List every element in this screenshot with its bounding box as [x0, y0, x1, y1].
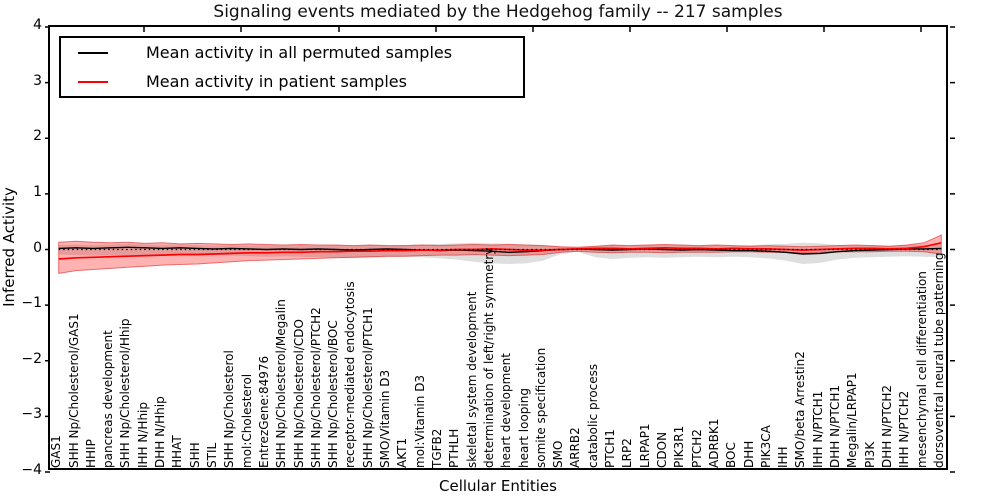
x-category-label: LRP2 [620, 438, 635, 468]
y-tick-label: −1 [21, 295, 42, 312]
x-category-label: SMO/Vitamin D3 [378, 369, 392, 468]
x-category-label: mesenchymal cell differentiation [914, 271, 929, 468]
legend-line-black-icon [78, 51, 108, 54]
y-tick-label: 0 [33, 239, 42, 256]
x-category-label: SHH Np/Cholesterol [222, 350, 237, 468]
x-category-label: ARRB2 [568, 427, 583, 468]
x-category-label: mol:Cholesterol [239, 373, 254, 468]
x-category-label: SHH Np/Cholesterol/Hhip [118, 318, 133, 468]
legend-label-permuted: Mean activity in all permuted samples [146, 43, 453, 62]
x-category-label: receptor-mediated endocytosis [343, 281, 358, 468]
x-category-label: DHH N/PTCH1 [828, 384, 842, 468]
x-category-label: dorsoventral neural tube patterning [931, 252, 946, 468]
x-category-label: pancreas development [101, 330, 116, 468]
x-category-label: IHH [776, 446, 791, 468]
x-category-label: IHH N/Hhip [135, 402, 150, 468]
y-tick-label: −4 [21, 462, 42, 478]
y-tick-label: 2 [33, 128, 42, 145]
x-category-label: STIL [204, 442, 219, 468]
y-tick-label: 3 [33, 72, 42, 89]
x-category-label: SHH [187, 442, 202, 468]
x-category-label: PI3K [862, 441, 877, 468]
legend-item-permuted: Mean activity in all permuted samples [61, 43, 523, 62]
x-category-label: TGFB2 [429, 428, 444, 468]
x-category-label: PTCH1 [603, 429, 617, 468]
x-category-label: HHAT [170, 435, 185, 468]
x-category-label: SHH Np/Cholesterol/GAS1 [66, 313, 81, 468]
x-category-label: PIK3R1 [672, 425, 687, 468]
x-category-label: CDON [654, 431, 669, 468]
x-category-label: BOC [724, 442, 739, 468]
chart-title: Signaling events mediated by the Hedgeho… [213, 2, 783, 22]
x-category-label: IHH N/PTCH2 [897, 390, 912, 468]
x-category-label: DHH [741, 440, 756, 468]
x-category-label: Megalin/LRPAP1 [845, 372, 860, 468]
x-category-label: SMO/beta Arrestin2 [793, 351, 808, 468]
y-tick-label: −3 [21, 406, 42, 423]
y-tick-label: −2 [21, 350, 42, 367]
x-category-label: PTCH2 [689, 429, 704, 468]
legend-line-red-icon [78, 80, 108, 83]
x-category-label: SHH Np/Cholesterol/PTCH2 [308, 307, 323, 468]
x-category-label: SHH Np/Cholesterol/PTCH1 [360, 307, 375, 468]
legend-item-patient: Mean activity in patient samples [61, 72, 523, 91]
x-category-label: mol:Vitamin D3 [412, 374, 427, 468]
x-category-label: SHH Np/Cholesterol/CDO [291, 319, 306, 468]
plot-area [45, 25, 955, 473]
x-category-label: SMO [551, 440, 566, 468]
x-category-label: determination of left/right symmetry [481, 247, 496, 468]
legend-label-patient: Mean activity in patient samples [146, 72, 407, 91]
y-tick-label: 4 [33, 17, 42, 33]
x-axis-label: Cellular Entities [439, 477, 557, 495]
x-category-label: AKT1 [395, 437, 410, 468]
x-category-label: LRPAP1 [637, 423, 652, 468]
x-category-label: PTHLH [447, 428, 462, 468]
x-category-label: SHH Np/Cholesterol/Megalin [274, 299, 289, 468]
x-category-label: DHH N/PTCH2 [879, 384, 894, 468]
x-category-label: DHH N/Hhip [153, 396, 167, 468]
x-category-label: GAS1 [49, 435, 64, 468]
x-category-label: skeletal system development [464, 291, 479, 468]
x-category-label: HHIP [83, 439, 98, 468]
legend: Mean activity in all permuted samples Me… [59, 36, 525, 98]
x-category-label: EntrezGene:84976 [256, 355, 271, 468]
x-category-label: SHH Np/Cholesterol/BOC [326, 320, 341, 468]
x-category-label: ADRBK1 [706, 418, 721, 468]
x-category-label: heart looping [516, 388, 531, 468]
x-category-label: PIK3CA [758, 425, 773, 468]
x-category-label: heart development [499, 353, 514, 468]
chart-canvas [45, 26, 955, 473]
x-category-label: catabolic process [585, 363, 600, 468]
x-category-label: IHH N/PTCH1 [810, 390, 825, 468]
y-tick-label: 1 [33, 183, 42, 200]
x-category-label: somite specification [533, 347, 548, 468]
